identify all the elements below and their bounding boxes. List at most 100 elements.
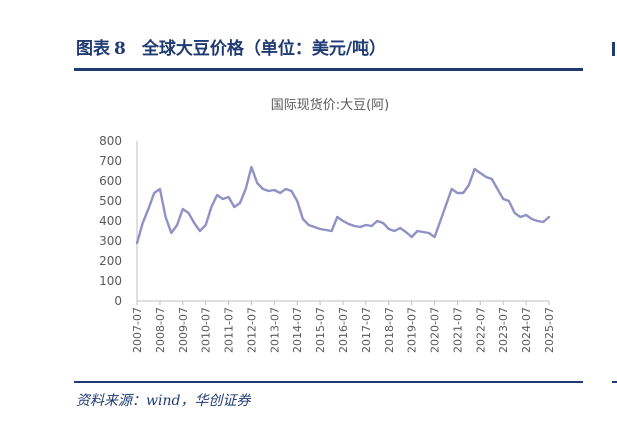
series-line-1 <box>135 165 551 245</box>
data-point <box>296 200 299 202</box>
y-tick-label: 800 <box>99 134 122 148</box>
x-tick-label: 2008-07 <box>154 307 167 353</box>
x-tick-label: 2010-07 <box>200 307 213 353</box>
data-point <box>262 188 264 190</box>
data-point <box>513 212 516 214</box>
data-point <box>525 214 527 216</box>
data-point <box>548 216 550 218</box>
data-point <box>239 202 241 204</box>
data-point <box>302 218 304 220</box>
data-point <box>290 190 293 192</box>
data-point <box>330 230 333 232</box>
figure-label: 图表 <box>76 39 110 59</box>
data-point <box>428 232 430 234</box>
data-point <box>136 242 138 244</box>
data-point <box>176 224 178 226</box>
data-point <box>382 222 384 224</box>
x-tick-label: 2018-07 <box>383 307 396 353</box>
data-point <box>445 204 447 206</box>
data-point <box>244 188 247 190</box>
y-tick-label: 200 <box>99 254 122 268</box>
data-point <box>347 223 350 225</box>
source-divider <box>74 381 583 383</box>
data-point <box>267 190 270 192</box>
data-point <box>388 228 390 230</box>
data-point <box>536 220 539 222</box>
data-point <box>313 226 316 228</box>
data-point <box>193 222 195 224</box>
x-tick-label: 2016-07 <box>337 307 350 353</box>
x-axis: 2007-07 2008-07 2009-07 2010-07 2011-07 2012-… <box>131 300 556 353</box>
x-tick-label: 2011-07 <box>223 307 236 353</box>
x-tick-label: 2019-07 <box>406 307 419 353</box>
data-point <box>393 230 396 232</box>
data-point <box>370 225 373 227</box>
data-point <box>204 224 207 226</box>
data-point <box>508 200 510 202</box>
y-tick-label: 600 <box>99 174 122 188</box>
data-point <box>325 229 327 231</box>
data-point <box>439 220 442 222</box>
figure-title-text: 全球大豆价格（单位：美元/吨） <box>141 39 387 59</box>
data-point <box>273 189 276 191</box>
x-tick-label: 2021-07 <box>451 307 464 353</box>
x-tick-label: 2025-07 <box>543 307 556 353</box>
data-point <box>542 221 545 223</box>
data-point <box>531 218 533 220</box>
data-point <box>141 222 144 224</box>
data-point <box>468 184 470 186</box>
data-point <box>416 230 419 232</box>
data-point <box>164 216 167 218</box>
data-point <box>147 208 150 210</box>
data-point <box>473 168 476 170</box>
figure-title: 图表 8 全球大豆价格（单位：美元/吨） <box>76 34 386 59</box>
data-point <box>285 188 287 190</box>
source-note: 资料来源：wind，华创证券 <box>76 393 251 409</box>
data-point <box>307 224 310 226</box>
data-point <box>450 188 453 190</box>
y-tick-label: 0 <box>114 294 122 308</box>
data-point <box>519 216 522 218</box>
edge-mark-top <box>612 42 615 56</box>
title-underline <box>74 68 583 71</box>
edge-mark-bottom <box>612 381 617 383</box>
y-tick-label: 700 <box>99 154 122 168</box>
data-point <box>502 198 505 200</box>
data-point <box>153 192 155 194</box>
data-point <box>216 194 218 196</box>
data-point <box>479 172 482 174</box>
x-tick-label: 2007-07 <box>131 307 144 353</box>
data-point <box>359 226 362 228</box>
chart-title: 国际现货价:大豆(阿) <box>271 97 390 113</box>
data-point <box>342 220 344 222</box>
x-tick-label: 2015-07 <box>314 307 327 353</box>
data-point <box>365 224 367 226</box>
data-point <box>456 192 459 194</box>
y-tick-label: 500 <box>99 194 122 208</box>
data-point <box>199 230 201 232</box>
data-point <box>496 188 499 190</box>
data-point <box>410 236 413 238</box>
data-point <box>462 192 465 194</box>
data-point <box>170 232 173 234</box>
data-point <box>491 178 493 180</box>
x-tick-label: 2014-07 <box>291 307 304 353</box>
data-point <box>256 182 259 184</box>
x-tick-label: 2017-07 <box>360 307 373 353</box>
data-point <box>336 216 339 218</box>
data-point <box>159 188 161 190</box>
y-axis: 0 100 200 300 400 500 600 700 800 <box>99 134 138 308</box>
x-tick-label: 2023-07 <box>497 307 510 353</box>
data-point <box>250 166 253 168</box>
x-tick-label: 2022-07 <box>474 307 487 353</box>
data-point <box>485 176 487 178</box>
data-point <box>405 231 407 233</box>
data-point <box>210 206 213 208</box>
data-point <box>376 220 379 222</box>
x-tick-label: 2020-07 <box>429 307 442 353</box>
data-point <box>227 196 230 198</box>
data-point <box>222 198 224 200</box>
x-tick-label: 2013-07 <box>268 307 281 353</box>
y-tick-label: 400 <box>99 214 122 228</box>
